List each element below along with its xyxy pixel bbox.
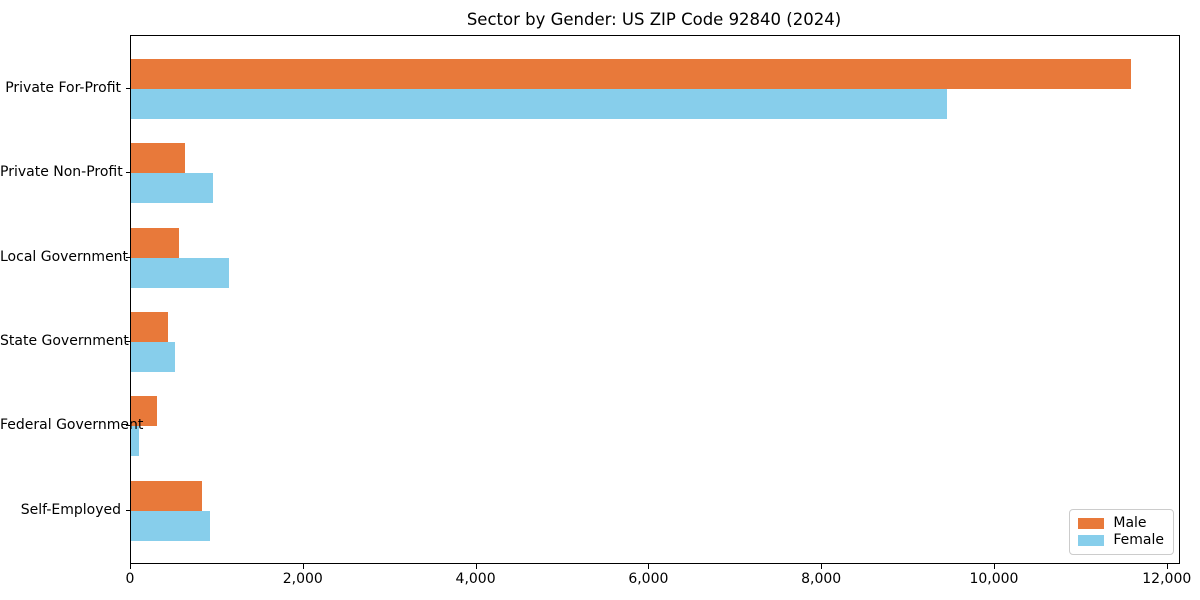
legend: Male Female xyxy=(1069,509,1174,555)
y-category-label: Private For-Profit xyxy=(5,80,121,96)
legend-item-male: Male xyxy=(1078,515,1164,532)
male-series-swatch xyxy=(1078,518,1105,529)
bar-female-5 xyxy=(131,510,211,541)
x-tick-label: 2,000 xyxy=(282,571,323,587)
y-category-label: Private Non-Profit xyxy=(0,164,123,181)
bar-female-4 xyxy=(131,426,139,457)
bar-male-1 xyxy=(131,143,185,174)
y-tick-mark xyxy=(126,509,130,511)
bar-male-5 xyxy=(131,480,202,511)
x-tick-label: 0 xyxy=(125,571,135,587)
y-category-label: Self-Employed xyxy=(20,501,121,518)
x-tick-label: 4,000 xyxy=(455,571,496,587)
y-category-label: Federal Government xyxy=(0,417,144,434)
bar-female-1 xyxy=(131,173,214,204)
y-tick-mark xyxy=(126,340,130,342)
x-tick-mark xyxy=(993,564,995,569)
x-tick-label: 12,000 xyxy=(1142,571,1192,587)
chart-title: Sector by Gender: US ZIP Code 92840 (202… xyxy=(466,10,842,29)
bar-female-2 xyxy=(131,257,230,288)
female-series-swatch xyxy=(1078,535,1105,546)
y-tick-mark xyxy=(126,256,130,258)
y-tick-mark xyxy=(126,425,130,427)
x-tick-mark xyxy=(1166,564,1168,569)
legend-label-female: Female xyxy=(1113,532,1164,548)
x-tick-mark xyxy=(130,564,131,569)
y-tick-mark xyxy=(126,172,130,174)
x-tick-mark xyxy=(475,564,477,569)
legend-label-male: Male xyxy=(1113,515,1147,531)
x-tick-label: 8,000 xyxy=(801,571,842,587)
y-category-label: State Government xyxy=(0,332,129,349)
x-tick-mark xyxy=(648,564,650,569)
y-category-label: Local Government xyxy=(0,248,129,265)
x-tick-label: 6,000 xyxy=(628,571,669,587)
bar-male-4 xyxy=(131,396,157,427)
plot-area: Male Female xyxy=(130,35,1180,564)
bars-layer xyxy=(131,36,1179,563)
y-tick-mark xyxy=(126,88,130,89)
legend-item-female: Female xyxy=(1078,532,1164,549)
bar-male-3 xyxy=(131,311,169,342)
x-tick-mark xyxy=(821,564,823,569)
x-tick-label: 10,000 xyxy=(969,571,1019,587)
bar-female-0 xyxy=(131,89,948,119)
bar-male-0 xyxy=(131,59,1131,89)
bar-male-2 xyxy=(131,227,179,258)
bar-female-3 xyxy=(131,341,176,372)
x-tick-mark xyxy=(302,564,304,569)
